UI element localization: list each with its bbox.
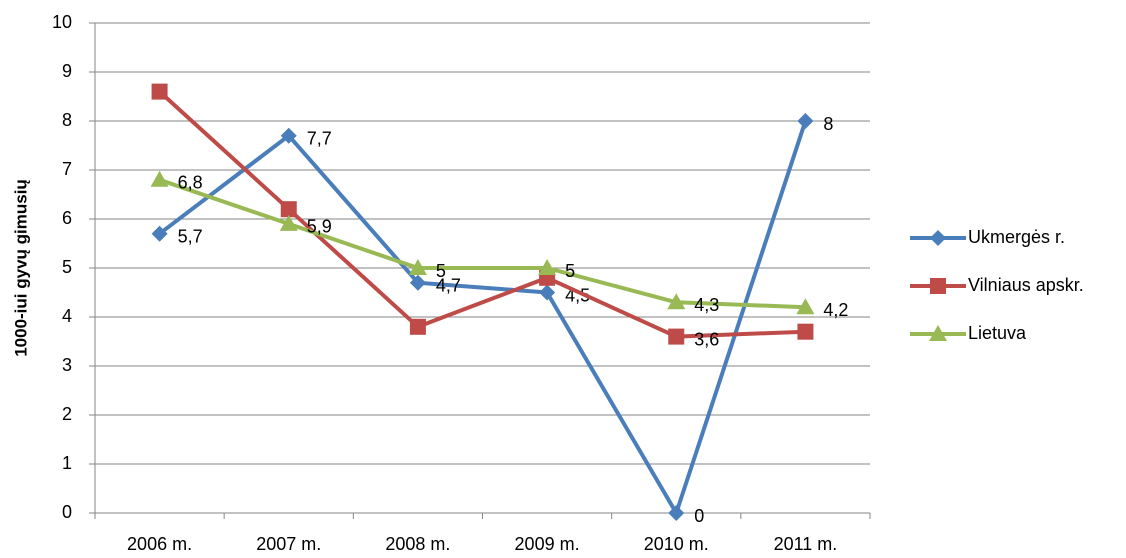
y-tick-label: 10: [52, 12, 72, 32]
point: [151, 225, 168, 242]
point: [797, 323, 814, 340]
point: [667, 293, 686, 310]
x-tick-label: 2010 m.: [644, 534, 709, 554]
data-label: 5: [436, 261, 446, 281]
series-line: [158, 90, 806, 339]
legend-marker: [930, 278, 946, 294]
y-tick-label: 4: [62, 306, 72, 326]
point: [150, 170, 169, 187]
y-tick-label: 8: [62, 110, 72, 130]
x-tick-label: 2011 m.: [774, 534, 838, 554]
data-label: 4,7: [436, 275, 461, 295]
series-line: [158, 120, 808, 515]
point: [280, 201, 297, 218]
point: [280, 127, 297, 144]
point: [796, 298, 815, 315]
point: [409, 318, 426, 335]
point: [151, 83, 168, 100]
data-label: 3,6: [694, 329, 719, 349]
point: [668, 328, 685, 345]
y-tick-label: 3: [62, 355, 72, 375]
y-tick-label: 5: [62, 257, 72, 277]
point: [668, 505, 685, 521]
data-label: 4,3: [694, 295, 719, 315]
data-label: 0: [694, 506, 704, 526]
legend-marker: [929, 325, 947, 341]
data-label: 4,2: [823, 300, 848, 320]
legend-marker: [930, 230, 946, 246]
y-tick-label: 2: [62, 404, 72, 424]
point: [408, 259, 427, 275]
data-label: 8: [823, 114, 833, 134]
series-line: [158, 177, 806, 310]
legend-label: Vilniaus apskr.: [968, 275, 1084, 295]
legend-label: Lietuva: [968, 323, 1027, 343]
legend-label: Ukmergės r.: [968, 227, 1065, 247]
x-tick-label: 2009 m.: [515, 534, 580, 554]
y-axis-label: 1000-iui gyvų gimusių: [11, 179, 30, 357]
point: [409, 274, 426, 291]
data-label: 6,8: [178, 173, 203, 193]
data-label: 5: [565, 261, 575, 281]
y-tick-label: 1: [62, 453, 72, 473]
point: [538, 259, 557, 275]
data-label: 5,7: [178, 226, 203, 246]
x-tick-label: 2007 m.: [256, 534, 321, 554]
y-tick-label: 9: [62, 61, 72, 81]
y-tick-label: 0: [62, 502, 72, 522]
y-tick-label: 6: [62, 208, 72, 228]
y-tick-label: 7: [62, 159, 72, 179]
x-tick-label: 2008 m.: [385, 534, 450, 554]
data-label: 5,9: [307, 217, 332, 237]
data-label: 7,7: [307, 128, 332, 148]
point: [539, 284, 556, 301]
x-tick-label: 2006 m.: [127, 534, 192, 554]
point: [797, 113, 814, 129]
point: [279, 214, 298, 231]
